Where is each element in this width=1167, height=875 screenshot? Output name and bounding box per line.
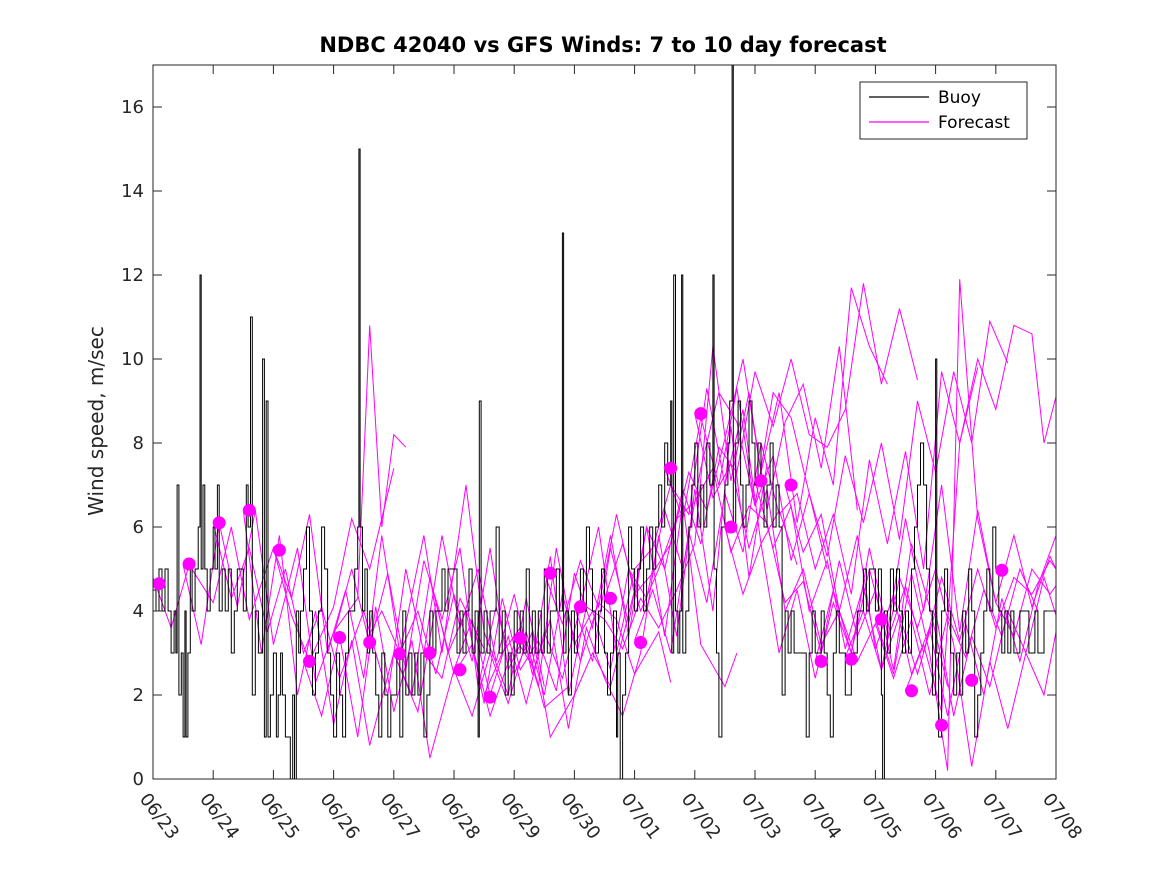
forecast-marker bbox=[303, 654, 316, 668]
buoy-line bbox=[153, 65, 1056, 779]
forecast-marker bbox=[905, 684, 918, 698]
forecast-marker bbox=[423, 646, 437, 660]
forecast-line bbox=[664, 319, 1009, 561]
forecast-line bbox=[604, 466, 949, 687]
forecast-marker bbox=[333, 631, 347, 644]
forecast-line bbox=[242, 510, 515, 746]
forecast-marker bbox=[754, 474, 768, 488]
forecast-marker bbox=[724, 520, 738, 534]
forecast-marker bbox=[513, 631, 527, 645]
forecast-line bbox=[634, 367, 979, 654]
buoy-series bbox=[153, 65, 1056, 779]
forecast-marker bbox=[874, 612, 888, 626]
forecast-marker bbox=[664, 461, 678, 475]
y-axis: 0 2 4 6 8 10 12 14 16 bbox=[121, 97, 1056, 790]
forecast-marker bbox=[212, 516, 226, 530]
plot-frame bbox=[152, 64, 1057, 780]
y-axis-label: Wind speed, m/sec bbox=[84, 326, 108, 516]
chart-title: NDBC 42040 vs GFS Winds: 7 to 10 day for… bbox=[319, 33, 886, 57]
plot-area bbox=[153, 65, 1056, 779]
legend-label-buoy: Buoy bbox=[938, 88, 981, 108]
forecast-marker bbox=[965, 673, 979, 687]
forecast-marker bbox=[182, 557, 196, 571]
forecast-marker bbox=[393, 647, 407, 661]
forecast-marker bbox=[483, 690, 497, 704]
forecast-marker bbox=[935, 718, 949, 732]
forecast-marker bbox=[242, 503, 256, 517]
y-tick-label: 8 bbox=[133, 433, 144, 454]
forecast-line bbox=[182, 325, 407, 683]
forecast-marker bbox=[814, 654, 828, 668]
forecast-marker bbox=[844, 652, 858, 666]
y-tick-label: 0 bbox=[133, 769, 144, 790]
legend: Buoy Forecast bbox=[859, 81, 1028, 140]
y-tick-label: 4 bbox=[133, 601, 144, 622]
forecast-marker bbox=[604, 591, 617, 605]
y-tick-label: 10 bbox=[121, 349, 144, 370]
forecast-line bbox=[573, 283, 918, 662]
y-tick-label: 14 bbox=[121, 181, 144, 202]
forecast-marker bbox=[272, 543, 286, 557]
forecast-markers bbox=[152, 407, 1009, 732]
forecast-marker bbox=[995, 563, 1009, 577]
forecast-line bbox=[393, 501, 738, 704]
forecast-marker bbox=[694, 407, 708, 421]
forecast-marker bbox=[453, 663, 467, 677]
y-tick-label: 12 bbox=[121, 265, 144, 286]
legend-box bbox=[859, 81, 1028, 140]
forecast-marker bbox=[784, 478, 798, 492]
forecast-marker bbox=[634, 636, 648, 649]
forecast-marker bbox=[363, 636, 377, 649]
y-tick-label: 16 bbox=[121, 97, 144, 118]
forecast-marker bbox=[573, 600, 587, 614]
forecast-marker bbox=[543, 566, 557, 580]
legend-label-forecast: Forecast bbox=[938, 113, 1010, 133]
y-tick-label: 2 bbox=[133, 685, 144, 706]
forecast-marker bbox=[152, 577, 166, 591]
y-tick-label: 6 bbox=[133, 517, 144, 538]
forecast-line bbox=[694, 413, 1039, 696]
